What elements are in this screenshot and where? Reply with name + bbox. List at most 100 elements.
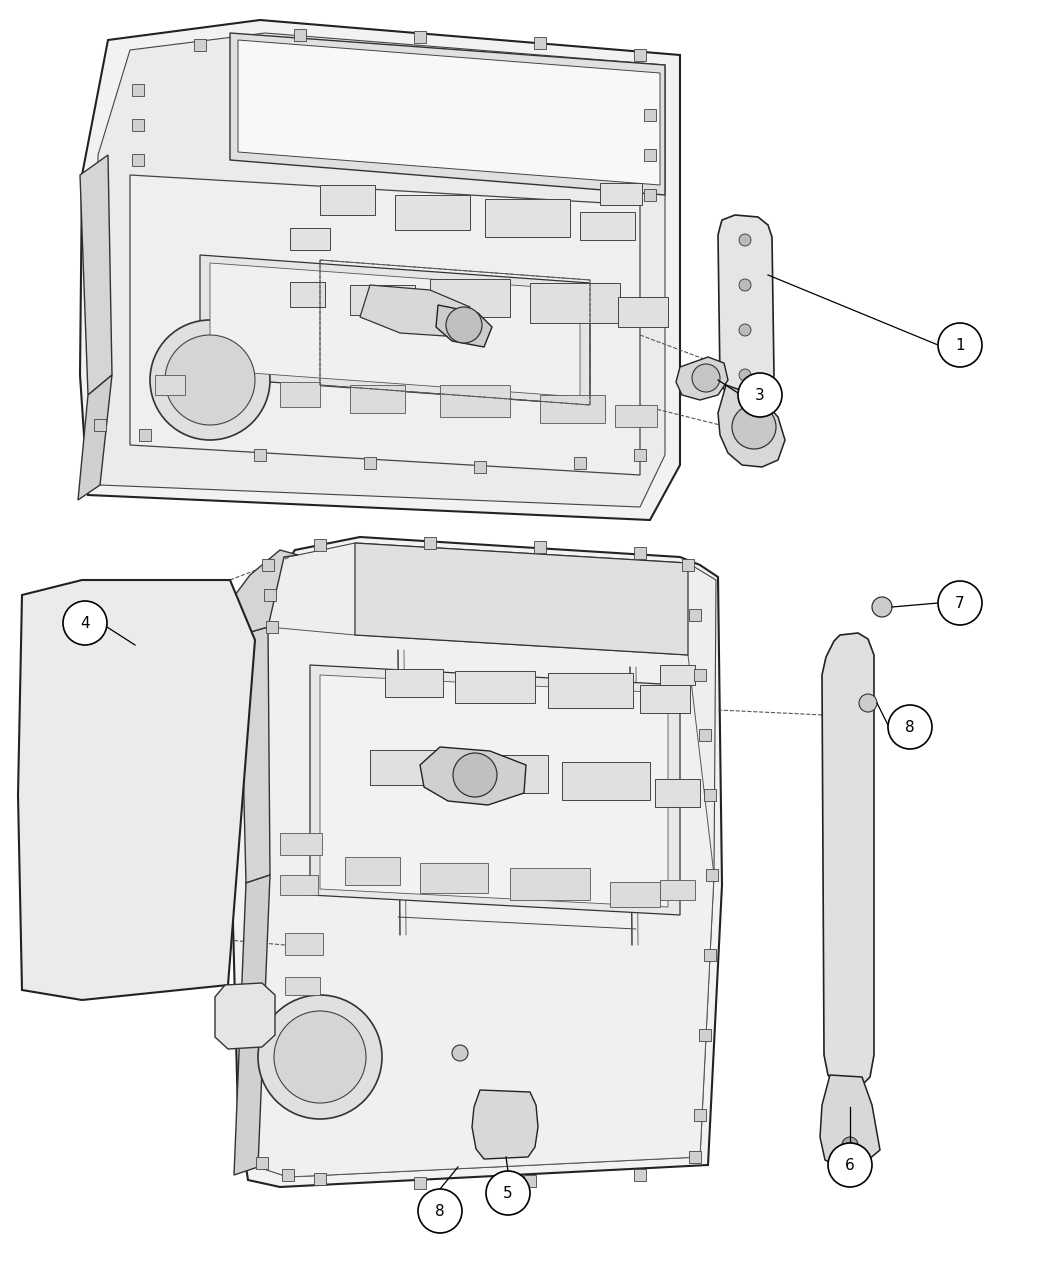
- FancyBboxPatch shape: [194, 40, 206, 51]
- FancyBboxPatch shape: [615, 405, 657, 427]
- Polygon shape: [200, 255, 590, 405]
- Circle shape: [453, 754, 497, 797]
- Text: 3: 3: [755, 388, 764, 403]
- FancyBboxPatch shape: [600, 184, 642, 205]
- FancyBboxPatch shape: [704, 789, 716, 801]
- Polygon shape: [436, 305, 492, 347]
- Circle shape: [446, 307, 482, 343]
- Polygon shape: [360, 286, 470, 337]
- FancyBboxPatch shape: [660, 666, 695, 685]
- FancyBboxPatch shape: [94, 419, 106, 431]
- Polygon shape: [822, 632, 874, 1089]
- Polygon shape: [232, 550, 298, 635]
- Polygon shape: [240, 627, 270, 884]
- Polygon shape: [472, 1090, 538, 1159]
- Circle shape: [872, 597, 892, 617]
- Polygon shape: [130, 175, 640, 476]
- Text: 1: 1: [956, 338, 965, 352]
- FancyBboxPatch shape: [285, 933, 323, 955]
- Text: 6: 6: [845, 1158, 855, 1173]
- FancyBboxPatch shape: [689, 1151, 701, 1163]
- Circle shape: [739, 324, 751, 337]
- FancyBboxPatch shape: [534, 37, 546, 48]
- Polygon shape: [18, 580, 255, 1000]
- Circle shape: [828, 1142, 872, 1187]
- FancyBboxPatch shape: [660, 880, 695, 900]
- FancyBboxPatch shape: [474, 462, 486, 473]
- FancyBboxPatch shape: [510, 868, 590, 900]
- Polygon shape: [310, 666, 680, 915]
- FancyBboxPatch shape: [280, 833, 322, 856]
- FancyBboxPatch shape: [314, 539, 326, 551]
- Polygon shape: [718, 385, 785, 467]
- FancyBboxPatch shape: [132, 84, 144, 96]
- FancyBboxPatch shape: [682, 558, 694, 571]
- Circle shape: [859, 694, 877, 711]
- FancyBboxPatch shape: [455, 671, 536, 703]
- FancyBboxPatch shape: [580, 212, 635, 240]
- FancyBboxPatch shape: [644, 108, 656, 121]
- FancyBboxPatch shape: [634, 449, 646, 462]
- Circle shape: [888, 705, 932, 748]
- FancyBboxPatch shape: [548, 673, 633, 708]
- FancyBboxPatch shape: [530, 283, 620, 323]
- FancyBboxPatch shape: [706, 870, 718, 881]
- Circle shape: [739, 368, 751, 381]
- Circle shape: [842, 1137, 858, 1153]
- Polygon shape: [96, 33, 665, 507]
- Polygon shape: [215, 983, 275, 1049]
- FancyBboxPatch shape: [689, 609, 701, 621]
- Polygon shape: [246, 627, 714, 1177]
- Circle shape: [274, 1011, 366, 1103]
- FancyBboxPatch shape: [524, 1176, 536, 1187]
- FancyBboxPatch shape: [634, 48, 646, 61]
- Polygon shape: [232, 537, 722, 1187]
- FancyBboxPatch shape: [345, 857, 400, 885]
- Circle shape: [258, 994, 382, 1119]
- FancyBboxPatch shape: [424, 537, 436, 550]
- FancyBboxPatch shape: [655, 779, 700, 807]
- Polygon shape: [420, 747, 526, 805]
- FancyBboxPatch shape: [562, 762, 650, 799]
- Circle shape: [739, 279, 751, 291]
- FancyBboxPatch shape: [314, 1173, 326, 1184]
- FancyBboxPatch shape: [139, 428, 151, 441]
- FancyBboxPatch shape: [534, 541, 546, 553]
- FancyBboxPatch shape: [460, 755, 548, 793]
- FancyBboxPatch shape: [350, 286, 415, 315]
- Circle shape: [165, 335, 255, 425]
- Circle shape: [692, 363, 720, 391]
- Text: 8: 8: [435, 1204, 445, 1219]
- Text: 4: 4: [80, 616, 90, 631]
- FancyBboxPatch shape: [414, 31, 426, 43]
- FancyBboxPatch shape: [694, 669, 706, 681]
- FancyBboxPatch shape: [395, 195, 470, 230]
- FancyBboxPatch shape: [256, 1156, 268, 1169]
- FancyBboxPatch shape: [420, 863, 488, 892]
- FancyBboxPatch shape: [290, 228, 330, 250]
- FancyBboxPatch shape: [280, 382, 320, 407]
- FancyBboxPatch shape: [485, 199, 570, 237]
- Text: 5: 5: [503, 1186, 512, 1201]
- FancyBboxPatch shape: [644, 149, 656, 161]
- FancyBboxPatch shape: [640, 685, 690, 713]
- Circle shape: [486, 1170, 530, 1215]
- Polygon shape: [230, 33, 665, 195]
- FancyBboxPatch shape: [699, 729, 711, 741]
- Polygon shape: [718, 215, 774, 407]
- Circle shape: [63, 601, 107, 645]
- Polygon shape: [80, 20, 680, 520]
- Circle shape: [938, 323, 982, 367]
- FancyBboxPatch shape: [704, 949, 716, 961]
- FancyBboxPatch shape: [634, 1169, 646, 1181]
- Polygon shape: [210, 263, 580, 397]
- Polygon shape: [248, 543, 716, 1177]
- FancyBboxPatch shape: [320, 185, 375, 215]
- Polygon shape: [320, 674, 668, 907]
- Circle shape: [732, 405, 776, 449]
- Circle shape: [738, 374, 782, 417]
- FancyBboxPatch shape: [414, 1177, 426, 1190]
- Circle shape: [150, 320, 270, 440]
- FancyBboxPatch shape: [574, 456, 586, 469]
- Circle shape: [452, 1046, 468, 1061]
